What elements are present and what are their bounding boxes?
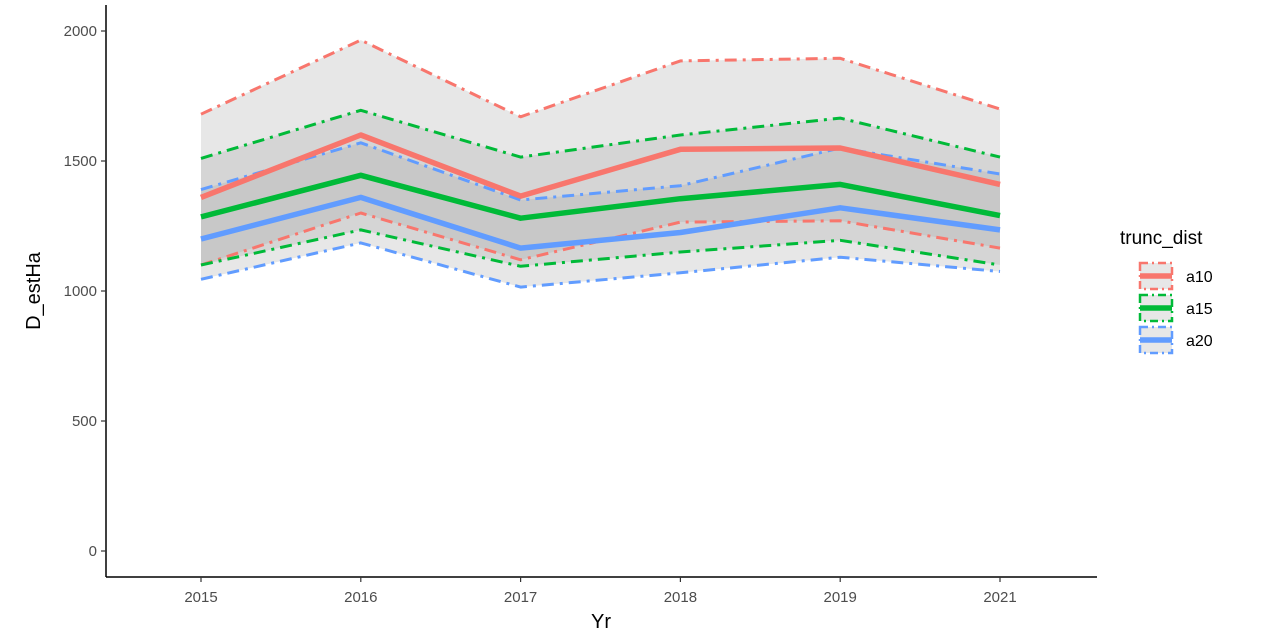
upper-bound-line-a20 — [200, 141, 1001, 202]
x-tick-label: 2017 — [504, 589, 537, 606]
y-tick-label: 2000 — [64, 23, 97, 40]
x-axis-title: Yr — [591, 611, 611, 633]
upper-bound-line-a10 — [200, 38, 1001, 119]
y-tick-label: 500 — [72, 413, 97, 430]
series-line-a20 — [200, 194, 1001, 251]
upper-bound-line-a15 — [200, 108, 1001, 160]
y-ticks: 0 500 1000 1500 2000 — [64, 23, 106, 560]
series-lines — [199, 132, 1001, 251]
confidence-bands — [201, 40, 1000, 288]
legend-title: trunc_dist — [1120, 228, 1203, 249]
y-tick-label: 1000 — [64, 283, 97, 300]
lower-bound-line-a15 — [200, 228, 1001, 268]
y-tick-label: 0 — [89, 543, 97, 560]
legend-label: a15 — [1186, 301, 1213, 318]
y-axis-title: D_estHa — [23, 251, 45, 330]
series-line-a10 — [199, 132, 1001, 200]
legend-item-a15: a15 — [1138, 293, 1213, 323]
x-tick-label: 2019 — [824, 589, 857, 606]
legend-item-a10: a10 — [1138, 261, 1213, 291]
legend-label: a10 — [1186, 269, 1213, 286]
legend: trunc_dist a10 a15 a20 — [1120, 228, 1213, 355]
x-tick-label: 2021 — [983, 589, 1016, 606]
confidence-band-a20 — [201, 142, 1000, 288]
x-ticks: 2015 2016 2017 2018 2019 2021 — [184, 577, 1017, 606]
x-tick-label: 2015 — [184, 589, 217, 606]
legend-item-a20: a20 — [1138, 325, 1213, 355]
x-tick-label: 2018 — [664, 589, 697, 606]
legend-label: a20 — [1186, 333, 1213, 350]
y-tick-label: 1500 — [64, 153, 97, 170]
series-line-a15 — [200, 172, 1001, 221]
lower-bound-line-a20 — [200, 241, 1001, 289]
x-tick-label: 2016 — [344, 589, 377, 606]
